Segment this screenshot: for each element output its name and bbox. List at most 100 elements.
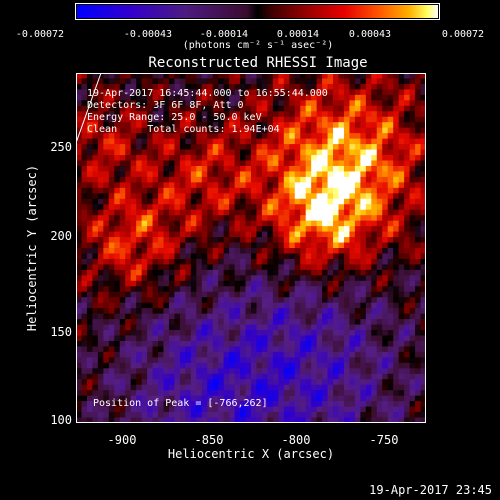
heatmap-cell [86, 220, 93, 227]
heatmap-cell [278, 220, 285, 227]
heatmap-cell [398, 182, 405, 189]
heatmap-cell [251, 160, 257, 167]
heatmap-cell [86, 313, 93, 320]
heatmap-cell [300, 193, 307, 200]
heatmap-cell [136, 264, 143, 271]
heatmap-cell [311, 346, 318, 353]
heatmap-cell [420, 215, 426, 222]
heatmap-cell [272, 144, 279, 151]
heatmap-cell [409, 401, 416, 408]
heatmap-cell [267, 330, 274, 336]
heatmap-cell [97, 144, 104, 151]
heatmap-cell [81, 362, 88, 369]
heatmap-cell [289, 155, 296, 161]
heatmap-cell [398, 368, 405, 375]
heatmap-cell [158, 242, 164, 249]
heatmap-cell [316, 187, 323, 194]
heatmap-cell [136, 231, 143, 238]
heatmap-cell [163, 231, 170, 238]
heatmap-cell [371, 368, 378, 375]
heatmap-cell [404, 264, 411, 271]
heatmap-cell [201, 78, 208, 85]
heatmap-cell [152, 351, 159, 358]
heatmap-cell [305, 335, 312, 342]
heatmap-cell [398, 264, 405, 271]
heatmap-cell [294, 242, 301, 249]
heatmap-cell [322, 384, 329, 391]
heatmap-cell [387, 248, 394, 254]
heatmap-cell [327, 105, 334, 112]
heatmap-cell [404, 160, 411, 167]
heatmap-cell [267, 165, 274, 172]
heatmap-cell [114, 412, 121, 419]
heatmap-cell [338, 335, 345, 342]
heatmap-cell [245, 220, 252, 227]
heatmap-cell [267, 138, 274, 145]
heatmap-cell [196, 308, 203, 315]
heatmap-cell [152, 187, 159, 194]
heatmap-cell [398, 198, 405, 205]
heatmap-cell [360, 122, 367, 129]
heatmap-cell [272, 330, 279, 336]
heatmap-cell [114, 308, 121, 315]
heatmap-cell [179, 357, 186, 364]
heatmap-cell [333, 346, 339, 353]
heatmap-cell [114, 368, 121, 375]
heatmap-cell [333, 111, 339, 118]
heatmap-cell [229, 280, 236, 287]
heatmap-cell [261, 417, 268, 423]
heatmap-cell [349, 105, 356, 112]
heatmap-cell [415, 73, 422, 79]
heatmap-cell [108, 351, 115, 358]
heatmap-cell [119, 302, 126, 309]
heatmap-cell [168, 412, 175, 419]
heatmap-cell [289, 390, 296, 397]
heatmap-cell [354, 89, 361, 96]
heatmap-cell [300, 220, 307, 227]
heatmap-cell [147, 297, 154, 304]
heatmap-cell [338, 286, 345, 293]
heatmap-cell [322, 319, 329, 326]
heatmap-cell [141, 286, 148, 293]
heatmap-cell [420, 417, 426, 423]
heatmap-cell [114, 171, 121, 178]
heatmap-cell [245, 171, 252, 178]
heatmap-cell [300, 242, 307, 249]
heatmap-cell [218, 330, 225, 336]
heatmap-cell [376, 302, 383, 309]
heatmap-cell [152, 362, 159, 369]
heatmap-cell [415, 269, 422, 276]
heatmap-cell [316, 357, 323, 364]
heatmap-cell [179, 138, 186, 145]
heatmap-cell [108, 144, 115, 151]
heatmap-cell [196, 313, 203, 320]
heatmap-cell [190, 253, 197, 260]
heatmap-cell [365, 319, 372, 326]
heatmap-cell [420, 264, 426, 271]
heatmap-cell [354, 264, 361, 271]
heatmap-cell [158, 171, 164, 178]
heatmap-cell [256, 160, 263, 167]
heatmap-cell [92, 297, 99, 304]
heatmap-cell [283, 111, 290, 118]
heatmap-cell [261, 116, 268, 123]
heatmap-cell [136, 144, 143, 151]
heatmap-cell [267, 335, 274, 342]
heatmap-cell [190, 242, 197, 249]
heatmap-cell [174, 182, 181, 189]
heatmap-cell [409, 313, 416, 320]
heatmap-cell [81, 182, 88, 189]
heatmap-cell [108, 291, 115, 298]
heatmap-cell [316, 253, 323, 260]
heatmap-cell [141, 144, 148, 151]
heatmap-cell [338, 269, 345, 276]
heatmap-cell [420, 351, 426, 358]
heatmap-cell [349, 340, 356, 347]
heatmap-cell [147, 242, 154, 249]
heatmap-cell [316, 275, 323, 282]
heatmap-cell [278, 242, 285, 249]
heatmap-cell [251, 215, 257, 222]
heatmap-cell [398, 187, 405, 194]
heatmap-cell [371, 226, 378, 233]
heatmap-cell [404, 291, 411, 298]
